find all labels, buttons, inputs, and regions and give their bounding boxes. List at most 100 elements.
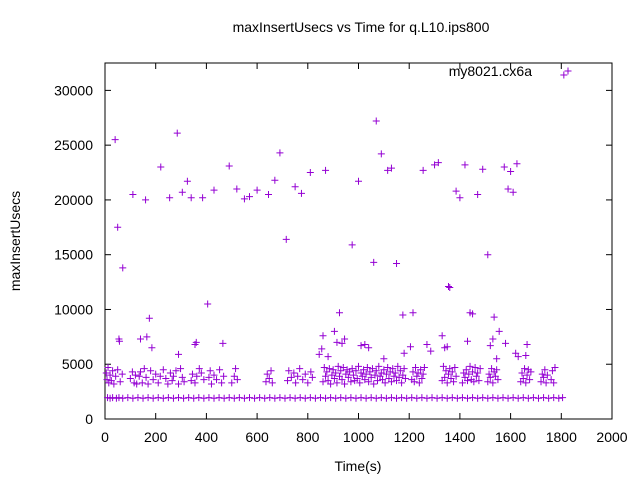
data-point — [225, 162, 233, 170]
data-point — [218, 379, 226, 387]
data-point — [233, 185, 241, 193]
data-point — [327, 394, 335, 402]
data-point — [294, 372, 302, 380]
data-point — [245, 193, 253, 201]
data-point — [399, 311, 407, 319]
data-point — [192, 338, 200, 346]
data-point — [433, 394, 441, 402]
legend-marker — [564, 67, 572, 75]
x-tick-label: 600 — [245, 429, 269, 445]
data-point — [304, 379, 312, 387]
data-point — [494, 394, 502, 402]
data-point — [333, 338, 341, 346]
data-point — [261, 394, 269, 402]
data-point — [458, 379, 466, 387]
data-point — [129, 394, 137, 402]
data-point — [156, 372, 164, 380]
data-point — [469, 368, 477, 376]
data-point — [126, 374, 134, 382]
data-point — [157, 163, 165, 171]
data-point — [367, 373, 375, 381]
data-point — [519, 394, 527, 402]
x-tick-label: 800 — [296, 429, 320, 445]
data-point — [271, 394, 279, 402]
data-point — [266, 394, 274, 402]
data-point — [200, 376, 208, 384]
data-point — [453, 394, 461, 402]
data-point — [396, 367, 404, 375]
data-point — [377, 150, 385, 158]
data-point — [154, 379, 162, 387]
x-tick-label: 0 — [101, 429, 109, 445]
data-point — [401, 374, 409, 382]
data-point — [143, 333, 151, 341]
data-point — [357, 342, 365, 350]
data-point — [560, 71, 568, 79]
data-point — [540, 394, 548, 402]
data-point — [370, 258, 378, 266]
data-point — [325, 365, 333, 373]
data-point — [484, 378, 492, 386]
data-point — [403, 394, 411, 402]
data-point — [522, 351, 530, 359]
data-point — [324, 353, 332, 361]
data-point — [365, 344, 373, 352]
data-point — [444, 370, 452, 378]
data-point — [265, 190, 273, 198]
axis-ticks: 0 200 400 600 800 1000 1200 1400 1600 1800 2000050… — [54, 63, 628, 445]
data-point — [384, 364, 392, 372]
data-point — [319, 332, 327, 340]
data-point — [470, 378, 478, 386]
data-point — [178, 188, 186, 196]
data-point — [500, 163, 508, 171]
data-point — [299, 376, 307, 384]
data-point — [406, 343, 414, 351]
data-point — [409, 368, 417, 376]
data-point — [499, 394, 507, 402]
data-point — [423, 341, 431, 349]
data-point — [296, 365, 304, 373]
data-point — [357, 394, 365, 402]
data-point — [138, 379, 146, 387]
data-point — [387, 378, 395, 386]
data-point — [301, 394, 309, 402]
data-point — [529, 394, 537, 402]
data-point — [187, 377, 195, 385]
data-point — [509, 394, 517, 402]
data-point — [339, 364, 347, 372]
data-point — [128, 368, 136, 376]
data-point — [290, 369, 298, 377]
data-point — [216, 366, 224, 374]
data-point — [134, 394, 142, 402]
data-point — [391, 369, 399, 377]
data-point — [540, 373, 548, 381]
data-point — [180, 378, 188, 386]
data-point — [434, 159, 442, 167]
data-point — [543, 371, 551, 379]
data-point — [188, 370, 196, 378]
data-point — [456, 194, 464, 202]
data-point — [423, 394, 431, 402]
data-point — [464, 377, 472, 385]
data-point — [519, 374, 527, 382]
data-point — [493, 355, 501, 363]
data-point — [291, 183, 299, 191]
data-point — [489, 335, 497, 343]
data-point — [479, 165, 487, 173]
data-point — [332, 369, 340, 377]
data-point — [362, 370, 370, 378]
data-point — [183, 177, 191, 185]
data-point — [220, 372, 228, 380]
x-tick-label: 200 — [144, 429, 168, 445]
data-point — [164, 380, 172, 388]
data-point — [428, 394, 436, 402]
data-point — [484, 251, 492, 259]
data-point — [307, 368, 315, 376]
data-point — [355, 362, 362, 370]
data-point — [484, 394, 492, 402]
data-point — [344, 373, 352, 381]
data-point — [523, 371, 531, 379]
data-point — [177, 365, 185, 373]
data-point — [451, 364, 459, 372]
data-point — [352, 394, 360, 402]
